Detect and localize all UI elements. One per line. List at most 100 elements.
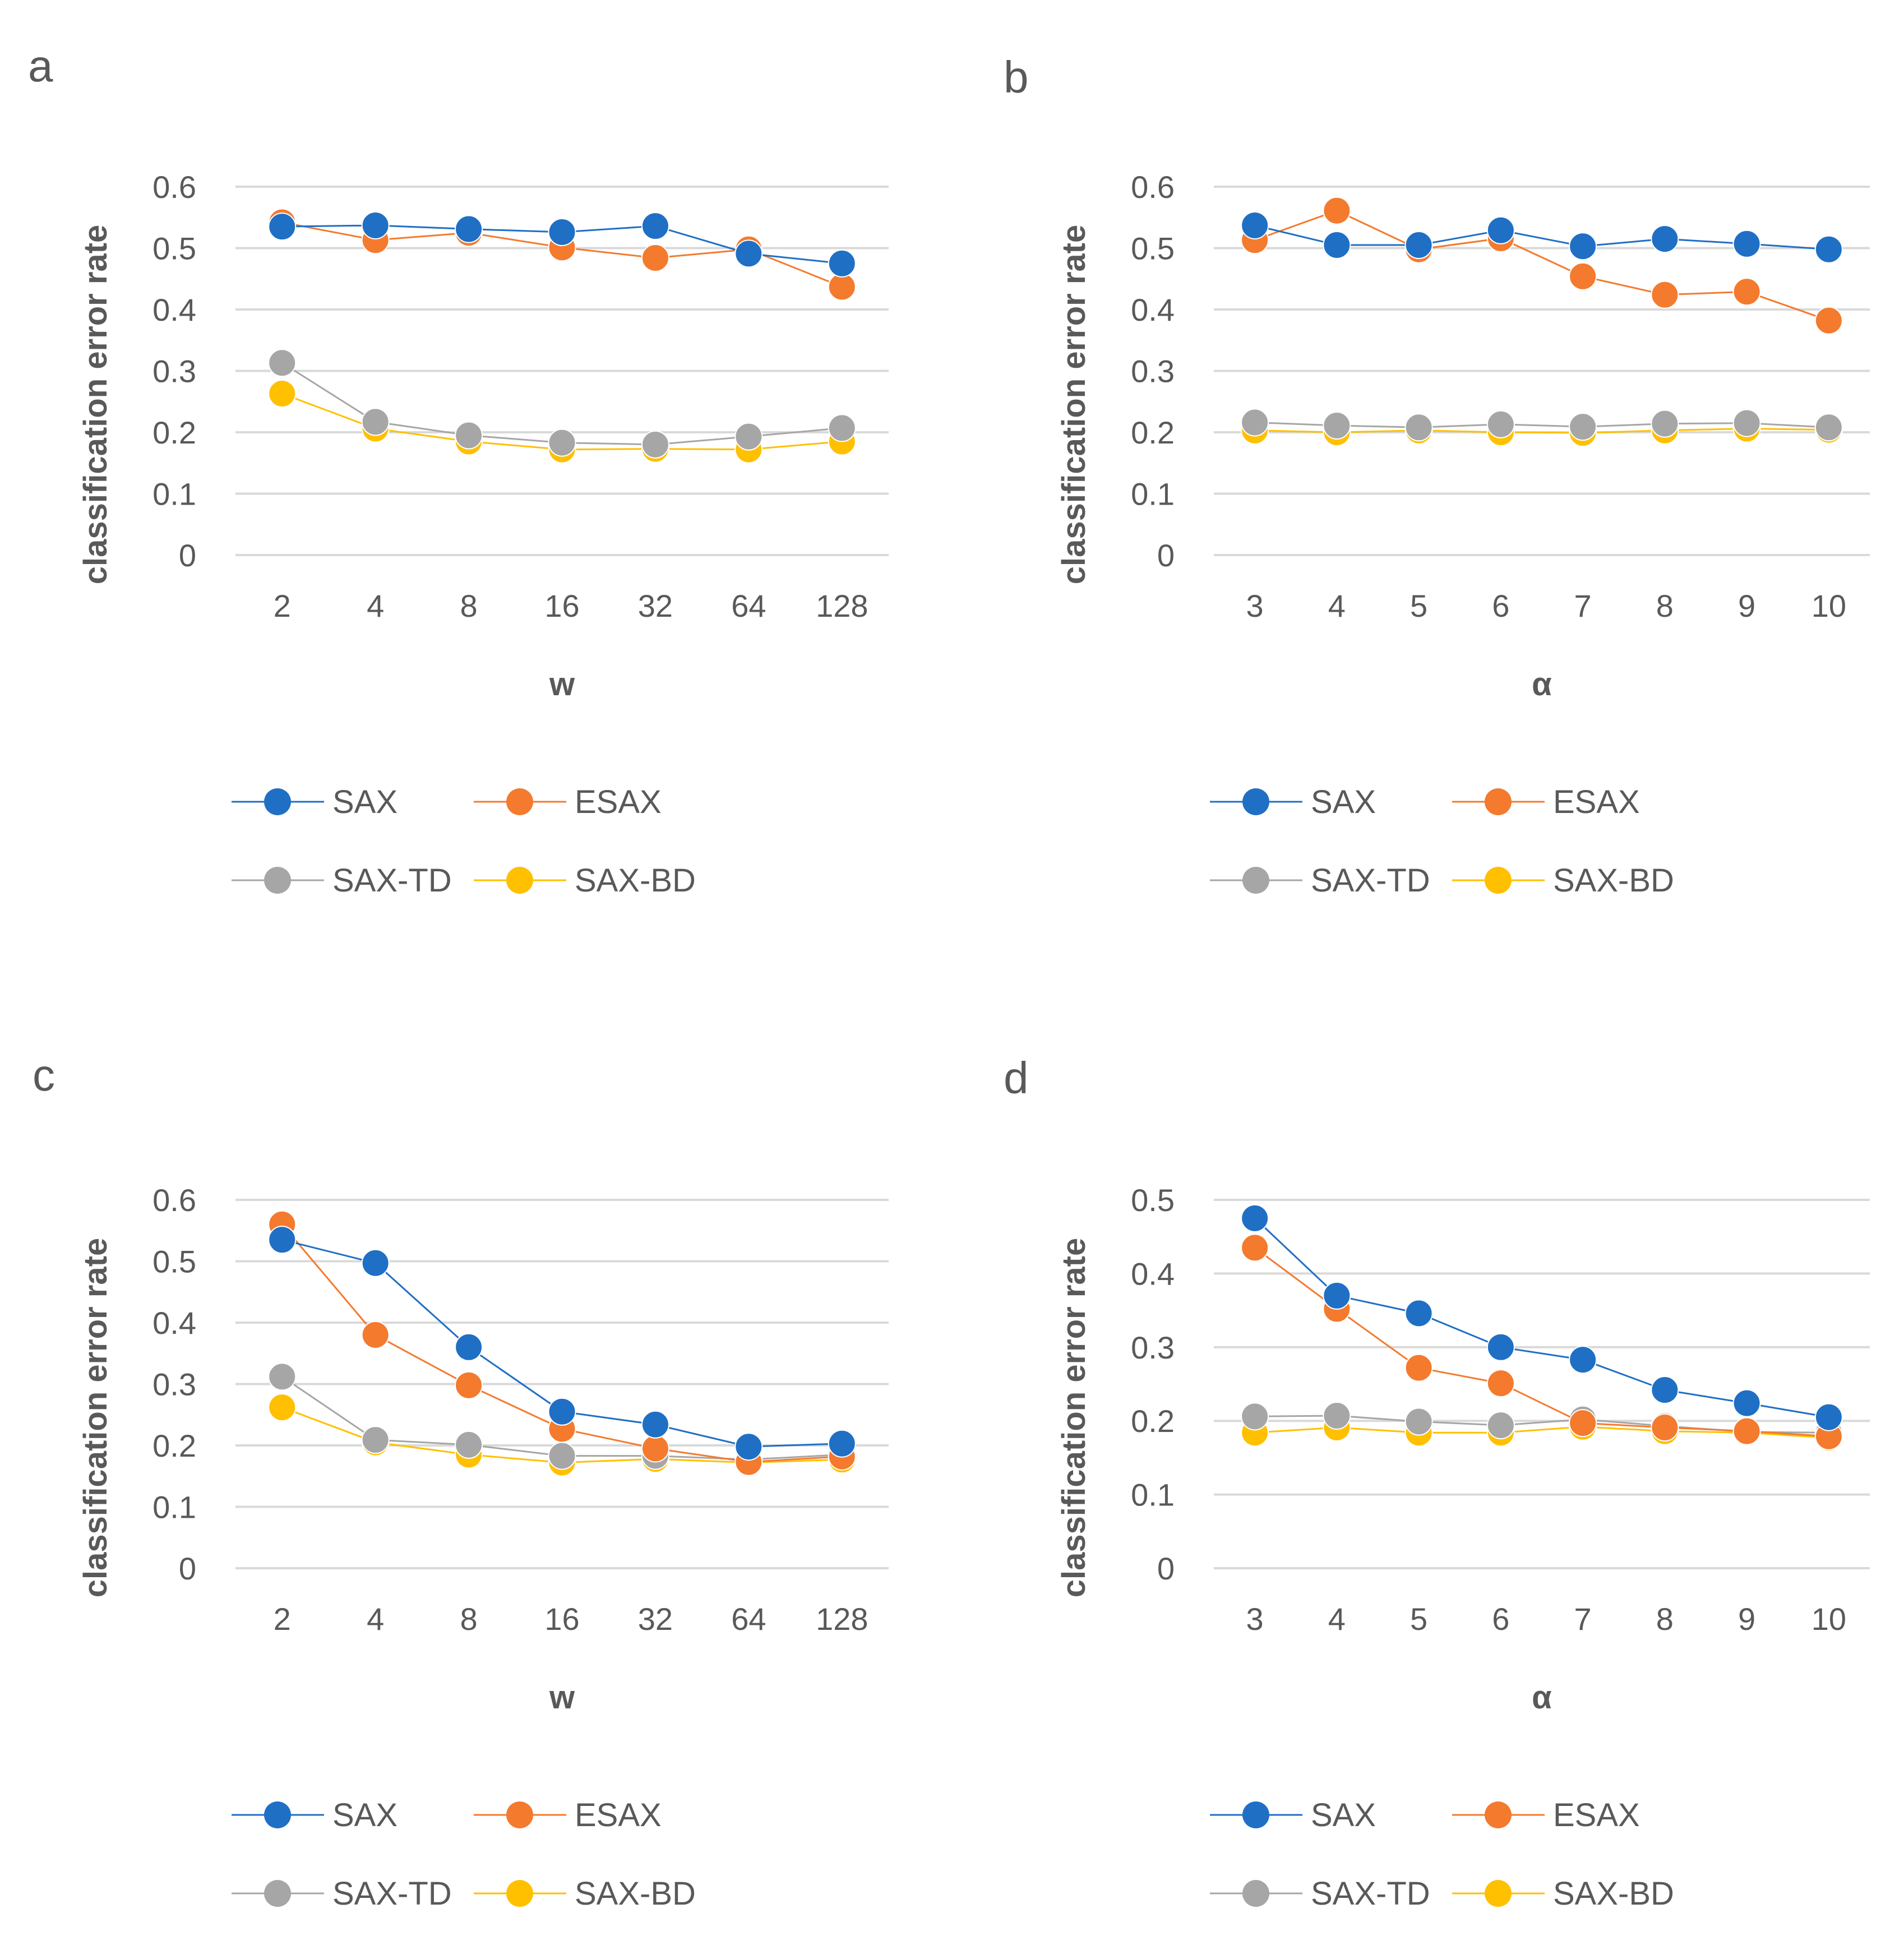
legend-item-sax-td: SAX-TD: [1210, 1875, 1430, 1912]
legend-marker: [1242, 867, 1269, 894]
legend-marker: [1485, 1880, 1512, 1907]
point-sax: [361, 211, 390, 239]
point-sax-td: [548, 1441, 576, 1470]
point-sax: [734, 239, 763, 268]
point-esax: [1651, 1413, 1679, 1442]
point-sax-td: [1814, 413, 1843, 442]
point-sax: [1241, 1204, 1269, 1232]
legend-label: SAX-BD: [1553, 1875, 1674, 1912]
point-sax-td: [1404, 1407, 1433, 1436]
chart-d: d 0 0.1 0.2 0.3 0.4 0.5 3 4 5 6 7 8 9 10 classification…: [1004, 1053, 1870, 1912]
x-tick-label: 10: [1811, 1601, 1846, 1637]
chart-a: a 0 0.1 0.2 0.3 0.4 0.5 0.6 2 4 8 16 32 64 128 classifi…: [28, 41, 889, 899]
x-tick-label: 64: [731, 1601, 766, 1637]
point-sax-td: [1323, 411, 1351, 440]
x-tick-label: 32: [638, 588, 673, 623]
point-sax: [1241, 211, 1269, 239]
chart-c: c 0 0.1 0.2 0.3 0.4 0.5 0.6 2 4 8 16 32 64 128 classifi…: [33, 1050, 889, 1912]
y-tick-label: 0.3: [152, 1367, 196, 1402]
legend-item-sax-td: SAX-TD: [232, 862, 452, 899]
x-axis-label: α: [1532, 1679, 1552, 1716]
point-sax: [828, 1429, 856, 1458]
point-sax: [1651, 1376, 1679, 1404]
y-axis-label: classification error rate: [77, 1238, 114, 1598]
point-sax-td: [1241, 1402, 1269, 1431]
y-tick-label: 0: [1157, 538, 1175, 573]
point-sax: [455, 1333, 483, 1361]
legend-marker: [1485, 867, 1512, 894]
point-esax: [1814, 306, 1843, 335]
legend-marker: [264, 1801, 291, 1828]
point-sax: [1323, 231, 1351, 260]
point-esax: [1569, 1409, 1597, 1438]
point-sax: [1404, 1299, 1433, 1328]
point-sax: [268, 1226, 297, 1254]
legend-marker: [1242, 1801, 1269, 1828]
x-tick-label: 64: [731, 588, 766, 623]
point-sax-td: [1486, 410, 1515, 438]
y-tick-label: 0.3: [1131, 1330, 1175, 1365]
point-sax: [1569, 1346, 1597, 1374]
x-tick-label: 5: [1410, 1601, 1427, 1637]
y-tick-label: 0.2: [152, 1428, 196, 1463]
point-esax: [1404, 1353, 1433, 1382]
point-sax: [1323, 1281, 1351, 1310]
y-tick-label: 0.4: [1131, 292, 1175, 327]
legend-item-sax-td: SAX-TD: [232, 1875, 452, 1912]
y-tick-label: 0.5: [1131, 1182, 1175, 1218]
x-tick-label: 9: [1738, 1601, 1755, 1637]
x-tick-label: 6: [1492, 1601, 1509, 1637]
legend-label: SAX-TD: [332, 862, 452, 899]
panel-letter: c: [33, 1050, 55, 1100]
point-esax: [1486, 1369, 1515, 1398]
point-sax: [1732, 229, 1761, 258]
point-sax: [734, 1433, 763, 1461]
x-tick-label: 32: [638, 1601, 673, 1637]
y-tick-label: 0: [179, 1551, 196, 1586]
x-tick-label: 4: [367, 1601, 384, 1637]
y-tick-label: 0.2: [1131, 415, 1175, 450]
y-axis-label: classification error rate: [1056, 1238, 1092, 1598]
legend-item-esax: ESAX: [474, 1797, 662, 1833]
legend-label: ESAX: [1553, 784, 1640, 820]
x-tick-label: 2: [274, 1601, 291, 1637]
point-esax: [361, 1320, 390, 1349]
point-esax: [455, 1371, 483, 1399]
point-sax: [1732, 1389, 1761, 1417]
y-axis-label: classification error rate: [1056, 225, 1092, 585]
point-sax-td: [455, 1430, 483, 1459]
point-sax-td: [548, 428, 576, 457]
y-tick-label: 0.5: [152, 231, 196, 266]
x-tick-label: 6: [1492, 588, 1509, 623]
point-sax: [1569, 232, 1597, 261]
y-tick-label: 0.6: [152, 169, 196, 205]
point-esax: [1241, 1233, 1269, 1262]
x-tick-label: 8: [460, 1601, 477, 1637]
y-tick-label: 0.4: [152, 292, 196, 327]
x-tick-label: 4: [1328, 1601, 1346, 1637]
point-sax: [361, 1249, 390, 1277]
y-tick-label: 0: [179, 538, 196, 573]
point-esax: [641, 244, 669, 272]
legend-marker: [264, 867, 291, 894]
legend-marker: [264, 1880, 291, 1907]
x-tick-label: 16: [544, 588, 579, 623]
y-axis-label: classification error rate: [77, 225, 114, 585]
y-tick-label: 0.1: [1131, 1477, 1175, 1513]
point-sax: [1486, 1333, 1515, 1361]
point-sax-td: [361, 408, 390, 436]
legend-label: SAX: [332, 1797, 398, 1833]
point-sax-td: [1569, 413, 1597, 441]
legend-item-sax-td: SAX-TD: [1210, 862, 1430, 899]
point-sax: [1814, 1403, 1843, 1431]
point-sax-td: [1732, 409, 1761, 437]
point-sax-td: [268, 1362, 297, 1391]
point-sax-td: [1404, 413, 1433, 442]
y-tick-label: 0.5: [152, 1244, 196, 1279]
legend-label: SAX-TD: [1311, 862, 1430, 899]
legend-marker: [1242, 788, 1269, 815]
legend-item-sax: SAX: [232, 1797, 398, 1833]
point-sax: [1814, 235, 1843, 264]
point-esax: [1732, 278, 1761, 306]
legend-label: SAX: [332, 784, 398, 820]
